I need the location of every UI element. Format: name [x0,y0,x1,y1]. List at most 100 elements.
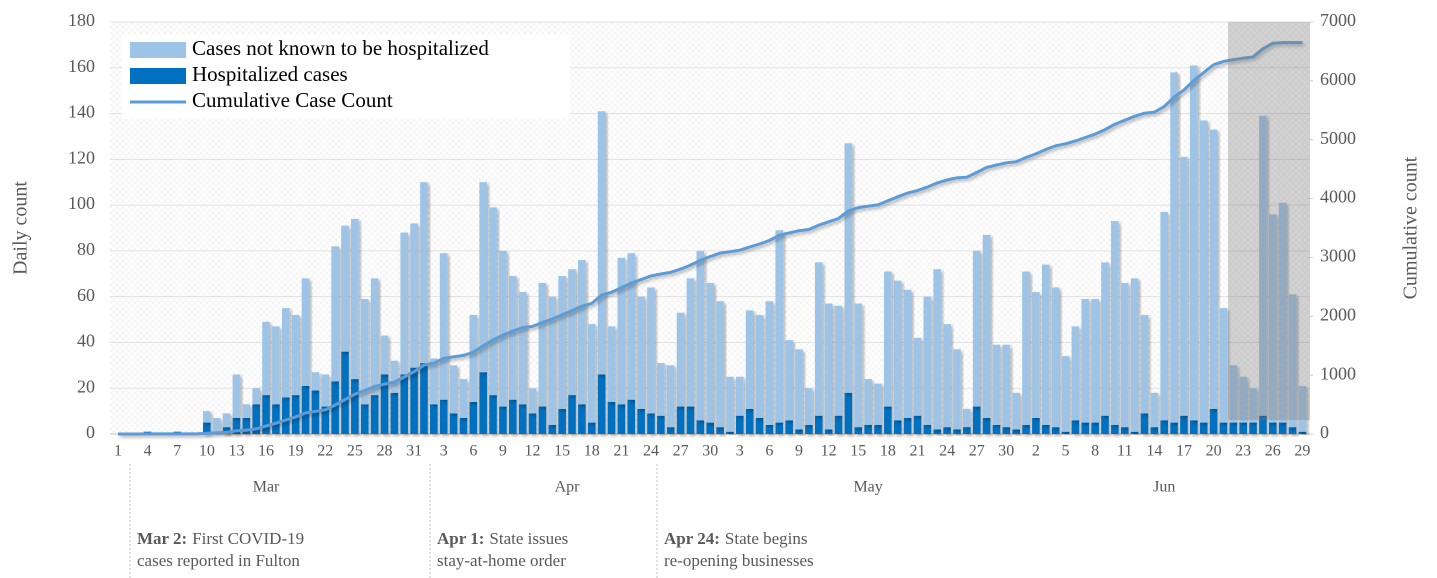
bar [903,289,912,418]
bar [212,417,221,432]
bar [1041,424,1050,434]
x-tick-label: 8 [1091,443,1099,460]
bar [538,282,547,407]
bar [1091,298,1099,423]
x-tick-label: 9 [499,443,507,460]
bar [222,427,231,434]
bar [1259,415,1267,434]
bar [1150,392,1159,428]
y-tick-label: 20 [77,376,95,396]
bar [647,413,655,434]
bar [1051,287,1060,428]
bar [528,413,537,434]
bar [1081,298,1090,423]
bar [1209,129,1218,409]
bar [1120,427,1129,434]
bar [814,262,823,416]
bar [1259,115,1267,416]
bar [1180,415,1188,434]
bar [1140,413,1149,434]
bar [775,230,784,423]
bar [509,276,517,400]
bar [1278,202,1287,423]
annotation-text: stay-at-home order [437,551,566,570]
bar [953,429,961,434]
x-tick-label: 6 [469,443,477,460]
x-tick-label: 17 [1176,443,1192,460]
y2-tick-label: 2000 [1320,304,1356,324]
bar [992,424,1001,434]
bar [923,424,932,434]
bar [1120,282,1129,428]
bar [400,374,409,434]
bar [913,415,922,434]
bar [1061,356,1070,432]
annotation-label: Mar 2: [137,529,187,548]
bar [1101,415,1109,434]
bar [380,335,389,375]
y-tick-label: 40 [77,331,95,351]
x-tick-label: 1 [114,443,122,460]
bar [884,271,892,407]
bar [528,388,537,414]
bar [765,424,774,434]
bar [439,253,448,400]
x-tick-label: 21 [613,443,629,460]
bar [666,365,675,428]
bar [765,301,774,425]
bar [884,406,892,434]
x-tick-label: 22 [317,443,333,460]
annotation-text: State issues [489,529,568,548]
x-tick-label: 20 [1206,443,1222,460]
bar [844,392,853,434]
bar [1278,422,1287,434]
bar [301,385,310,434]
bar [716,301,724,428]
bar [430,404,438,434]
bar [558,276,566,409]
bar [489,207,497,396]
bar [1268,422,1277,434]
y-tick-label: 100 [68,193,95,213]
bar [982,234,991,418]
bar [538,406,547,434]
x-tick-label: 9 [795,443,803,460]
bar [360,404,369,434]
bar [242,417,251,434]
bar [864,379,872,425]
x-tick-label: 6 [765,443,773,460]
bar [578,404,586,434]
bar [232,374,241,418]
bar [755,314,764,418]
bar [252,404,260,434]
x-tick-label: 24 [939,443,955,460]
bar [1101,262,1109,416]
bar [943,324,951,428]
bar [272,404,280,434]
y2-tick-label: 5000 [1320,128,1356,148]
x-tick-label: 19 [288,443,304,460]
x-tick-label: 21 [909,443,925,460]
y2-tick-label: 1000 [1320,363,1356,383]
bar [1298,431,1307,434]
bar [716,427,724,434]
x-tick-label: 27 [969,443,985,460]
bar [607,401,616,434]
bar [775,422,784,434]
bar [1041,264,1050,425]
x-tick-label: 30 [702,443,718,460]
bar [736,415,744,434]
shaded-region [1228,22,1310,420]
bar [331,246,339,382]
bar [1170,422,1178,434]
bar [824,429,833,434]
bar [291,314,300,396]
bar [1032,417,1040,434]
bar [459,379,468,418]
bar [518,292,527,405]
bar [430,358,438,405]
bar [341,351,349,434]
bar [972,250,981,407]
bar [479,182,487,373]
